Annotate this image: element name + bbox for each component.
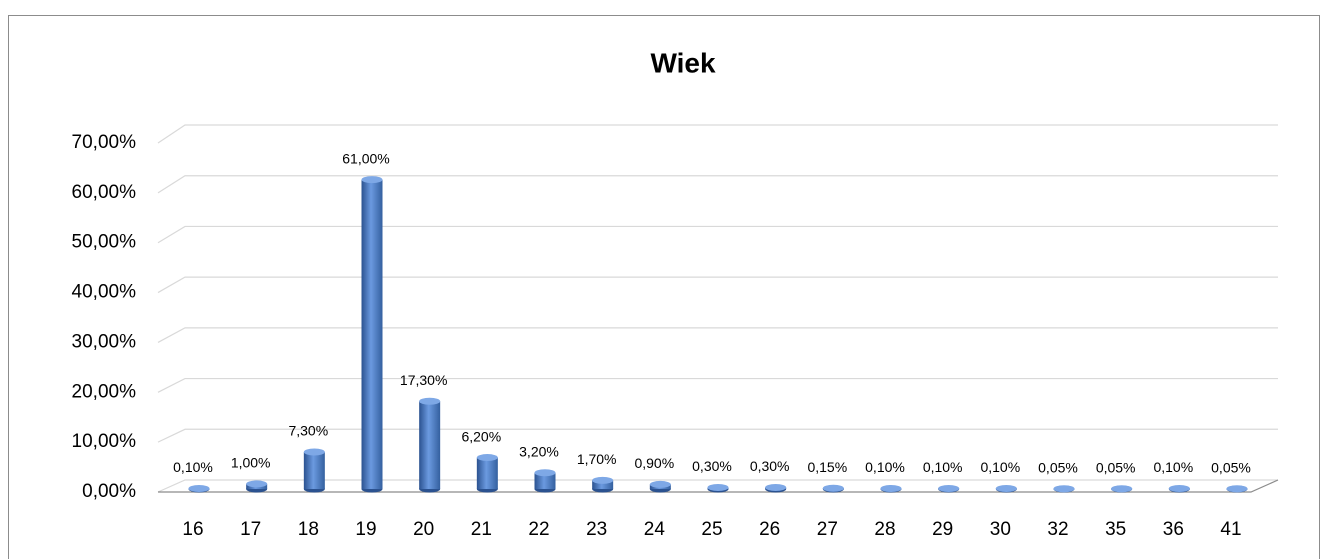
floor (158, 479, 1279, 493)
data-label: 0,90% (634, 455, 674, 471)
bar (534, 472, 556, 489)
grid-line (157, 225, 1278, 244)
data-label: 6,20% (461, 428, 501, 444)
x-tick-label: 16 (182, 519, 203, 540)
bar-top (707, 483, 729, 491)
y-tick-label: 70,00% (72, 132, 137, 153)
x-tick-label: 29 (932, 519, 953, 540)
data-label: 61,00% (342, 150, 389, 166)
data-label: 0,05% (1211, 459, 1251, 475)
grid-line (157, 479, 1278, 493)
x-tick-label: 25 (701, 519, 722, 540)
x-tick-label: 23 (586, 519, 607, 540)
grid-line (157, 377, 1278, 393)
bar-top (188, 484, 210, 492)
bar-top (592, 476, 614, 484)
bar-top (1226, 485, 1248, 493)
y-tick-label: 10,00% (72, 431, 137, 452)
data-label: 0,05% (1038, 459, 1078, 475)
data-label: 0,30% (750, 458, 790, 474)
x-tick-label: 36 (1163, 519, 1184, 540)
bar (592, 480, 614, 489)
chart-title: Wiek (650, 47, 716, 78)
x-tick-label: 41 (1220, 519, 1241, 540)
bar-top (361, 176, 383, 184)
x-tick-label: 19 (355, 519, 376, 540)
y-tick-label: 20,00% (72, 381, 137, 402)
x-tick-label: 18 (298, 519, 319, 540)
bar-top (880, 484, 902, 492)
data-label: 17,30% (400, 372, 447, 388)
bar (303, 451, 325, 489)
bar-top (822, 484, 844, 492)
y-tick-label: 0,00% (82, 481, 136, 502)
bar-top (1111, 485, 1133, 493)
x-tick-label: 32 (1047, 519, 1068, 540)
data-label: 0,10% (865, 459, 905, 475)
bar-top (1053, 485, 1075, 493)
bar-top (995, 484, 1017, 492)
bar-top (476, 454, 498, 462)
data-label: 1,70% (577, 451, 617, 467)
x-tick-label: 26 (759, 519, 780, 540)
y-tick-label: 30,00% (72, 331, 137, 352)
grid-line (157, 428, 1278, 443)
bar-top (649, 480, 671, 488)
data-label: 0,30% (692, 458, 732, 474)
data-label: 0,10% (1153, 459, 1193, 475)
x-tick-label: 24 (644, 519, 666, 540)
chart-frame (8, 15, 1320, 559)
bar-top (419, 397, 441, 405)
data-label: 7,30% (288, 423, 328, 439)
data-label: 0,05% (1096, 459, 1136, 475)
x-tick-label: 30 (990, 519, 1011, 540)
data-label: 0,10% (173, 459, 213, 475)
x-tick-label: 28 (874, 519, 895, 540)
bar (419, 401, 441, 489)
y-tick-label: 60,00% (72, 182, 137, 203)
x-tick-label: 20 (413, 519, 434, 540)
bar-top (534, 469, 556, 477)
bar (476, 457, 498, 489)
data-label: 0,10% (923, 459, 963, 475)
bar-top (938, 484, 960, 492)
x-tick-label: 35 (1105, 519, 1126, 540)
grid-line (157, 327, 1278, 343)
bar-top (765, 483, 787, 491)
x-tick-label: 27 (817, 519, 838, 540)
bar-top (303, 448, 325, 456)
bar-top (1168, 484, 1190, 492)
x-tick-label: 22 (528, 519, 549, 540)
grid-line (157, 175, 1278, 194)
data-label: 0,10% (980, 459, 1020, 475)
x-tick-label: 21 (471, 519, 492, 540)
data-label: 3,20% (519, 443, 559, 459)
y-tick-label: 40,00% (72, 282, 137, 303)
x-tick-label: 17 (240, 519, 261, 540)
grid-line (157, 124, 1278, 144)
grid-line (157, 276, 1278, 294)
data-label: 0,15% (807, 459, 847, 475)
data-label: 1,00% (231, 455, 271, 471)
bar-top (246, 480, 268, 488)
y-tick-label: 50,00% (72, 232, 137, 253)
bar (361, 179, 383, 489)
